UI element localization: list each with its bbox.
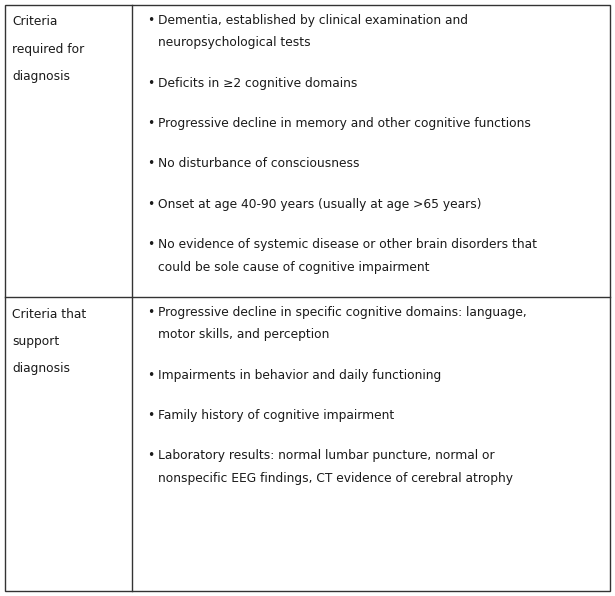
Text: nonspecific EEG findings, CT evidence of cerebral atrophy: nonspecific EEG findings, CT evidence of… bbox=[158, 472, 513, 485]
Text: Onset at age 40-90 years (usually at age >65 years): Onset at age 40-90 years (usually at age… bbox=[158, 198, 482, 211]
Text: Laboratory results: normal lumbar puncture, normal or: Laboratory results: normal lumbar punctu… bbox=[158, 449, 494, 462]
Text: Impairments in behavior and daily functioning: Impairments in behavior and daily functi… bbox=[158, 369, 442, 382]
Text: diagnosis: diagnosis bbox=[12, 70, 70, 83]
Text: Deficits in ≥2 cognitive domains: Deficits in ≥2 cognitive domains bbox=[158, 77, 357, 90]
Text: Progressive decline in specific cognitive domains: language,: Progressive decline in specific cognitiv… bbox=[158, 306, 527, 319]
Text: motor skills, and perception: motor skills, and perception bbox=[158, 328, 330, 342]
Text: •: • bbox=[148, 409, 155, 422]
Text: •: • bbox=[148, 238, 155, 251]
Text: •: • bbox=[148, 198, 155, 211]
Text: •: • bbox=[148, 449, 155, 462]
Text: •: • bbox=[148, 77, 155, 90]
Text: diagnosis: diagnosis bbox=[12, 362, 70, 375]
Text: •: • bbox=[148, 306, 155, 319]
Text: could be sole cause of cognitive impairment: could be sole cause of cognitive impairm… bbox=[158, 261, 429, 274]
Text: Progressive decline in memory and other cognitive functions: Progressive decline in memory and other … bbox=[158, 117, 531, 130]
Text: •: • bbox=[148, 369, 155, 382]
Text: •: • bbox=[148, 14, 155, 27]
Text: Family history of cognitive impairment: Family history of cognitive impairment bbox=[158, 409, 394, 422]
Text: No disturbance of consciousness: No disturbance of consciousness bbox=[158, 157, 360, 170]
Text: neuropsychological tests: neuropsychological tests bbox=[158, 36, 311, 49]
Text: support: support bbox=[12, 335, 60, 347]
Text: No evidence of systemic disease or other brain disorders that: No evidence of systemic disease or other… bbox=[158, 238, 537, 251]
Text: Criteria that: Criteria that bbox=[12, 308, 87, 321]
Text: Criteria: Criteria bbox=[12, 15, 58, 29]
Text: •: • bbox=[148, 117, 155, 130]
Text: required for: required for bbox=[12, 43, 84, 55]
Text: •: • bbox=[148, 157, 155, 170]
Text: Dementia, established by clinical examination and: Dementia, established by clinical examin… bbox=[158, 14, 468, 27]
